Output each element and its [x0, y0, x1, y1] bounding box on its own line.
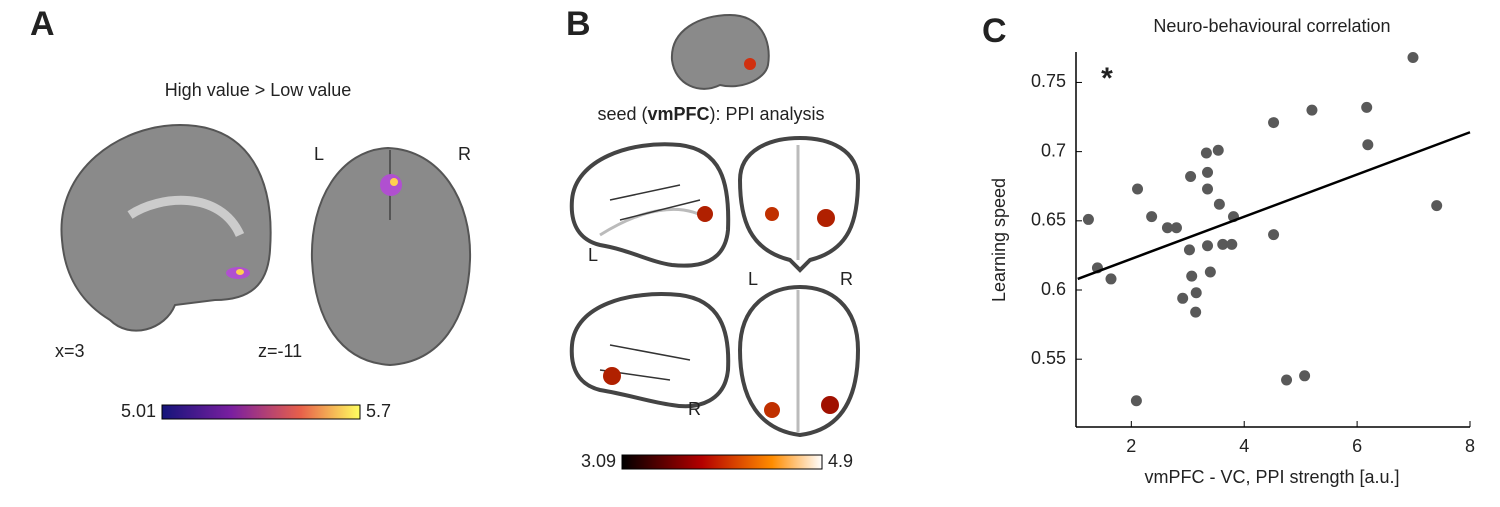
data-point	[1361, 101, 1373, 113]
fit-line	[1077, 131, 1471, 281]
data-point	[1082, 213, 1094, 225]
colorbar	[161, 404, 361, 420]
colorbar-min: 3.09	[581, 451, 616, 471]
y-tick-label: 0.55	[1031, 348, 1066, 368]
data-point	[1407, 52, 1419, 64]
data-point	[1202, 166, 1214, 178]
data-point	[1177, 292, 1189, 304]
x-tick-label: 2	[1126, 436, 1136, 456]
data-point	[1204, 266, 1216, 278]
data-point	[1146, 211, 1158, 223]
panel-title: seed (vmPFC): PPI analysis	[597, 104, 824, 124]
data-point	[1190, 306, 1202, 318]
data-point	[1281, 374, 1293, 386]
colorbar-max: 4.9	[828, 451, 853, 471]
x-tick-label: 4	[1239, 436, 1249, 456]
title-part: ): PPI analysis	[710, 104, 825, 124]
coord-label: z=-11	[258, 341, 302, 361]
y-tick-label: 0.7	[1041, 140, 1066, 160]
data-point	[1185, 171, 1197, 183]
data-point	[1190, 287, 1202, 299]
orientation-label: L	[314, 144, 324, 164]
y-tick-label: 0.75	[1031, 71, 1066, 91]
glass-brains	[569, 135, 861, 438]
x-tick-label: 8	[1465, 436, 1475, 456]
panel-label: A	[30, 5, 55, 43]
y-tick-label: 0.65	[1031, 210, 1066, 230]
data-point	[1362, 139, 1374, 151]
data-point	[1202, 183, 1214, 195]
data-point	[1170, 222, 1182, 234]
axial-slice	[310, 146, 472, 367]
title-part: seed (	[597, 104, 647, 124]
data-point	[1161, 222, 1173, 234]
data-point	[1186, 270, 1198, 282]
x-axis-label: vmPFC - VC, PPI strength [a.u.]	[1144, 467, 1399, 487]
view-label: R	[840, 269, 853, 289]
view-label: L	[748, 269, 758, 289]
view-label: L	[588, 245, 598, 265]
coord-label: x=3	[55, 341, 85, 361]
orientation-label: R	[458, 144, 471, 164]
colorbar	[621, 454, 823, 470]
y-axis-label: Learning speed	[989, 178, 1009, 302]
data-point	[1299, 370, 1311, 382]
data-point	[1431, 200, 1443, 212]
title-part: vmPFC	[647, 104, 709, 124]
data-point	[1183, 244, 1195, 256]
data-point	[1132, 183, 1144, 195]
data-point	[1268, 117, 1280, 129]
data-point	[1212, 144, 1224, 156]
data-point	[1213, 198, 1225, 210]
data-point	[1130, 395, 1142, 407]
chart-title: Neuro-behavioural correlation	[1153, 16, 1390, 36]
x-tick-label: 6	[1352, 436, 1362, 456]
data-point	[1200, 147, 1212, 159]
data-point	[1268, 229, 1280, 241]
annotation: *	[1101, 62, 1113, 95]
colorbar-min: 5.01	[121, 401, 156, 421]
view-label: R	[688, 399, 701, 419]
panel-label: C	[982, 12, 1007, 50]
data-point	[1217, 238, 1229, 250]
data-point	[1105, 273, 1117, 285]
sagittal-slice	[60, 123, 272, 332]
panel-title: High value > Low value	[165, 80, 352, 100]
data-point	[1202, 240, 1214, 252]
panel-label: B	[566, 5, 591, 43]
y-tick-label: 0.6	[1041, 279, 1066, 299]
seed-brain	[670, 13, 770, 90]
data-point	[1306, 104, 1318, 116]
data-point	[1226, 238, 1238, 250]
colorbar-max: 5.7	[366, 401, 391, 421]
